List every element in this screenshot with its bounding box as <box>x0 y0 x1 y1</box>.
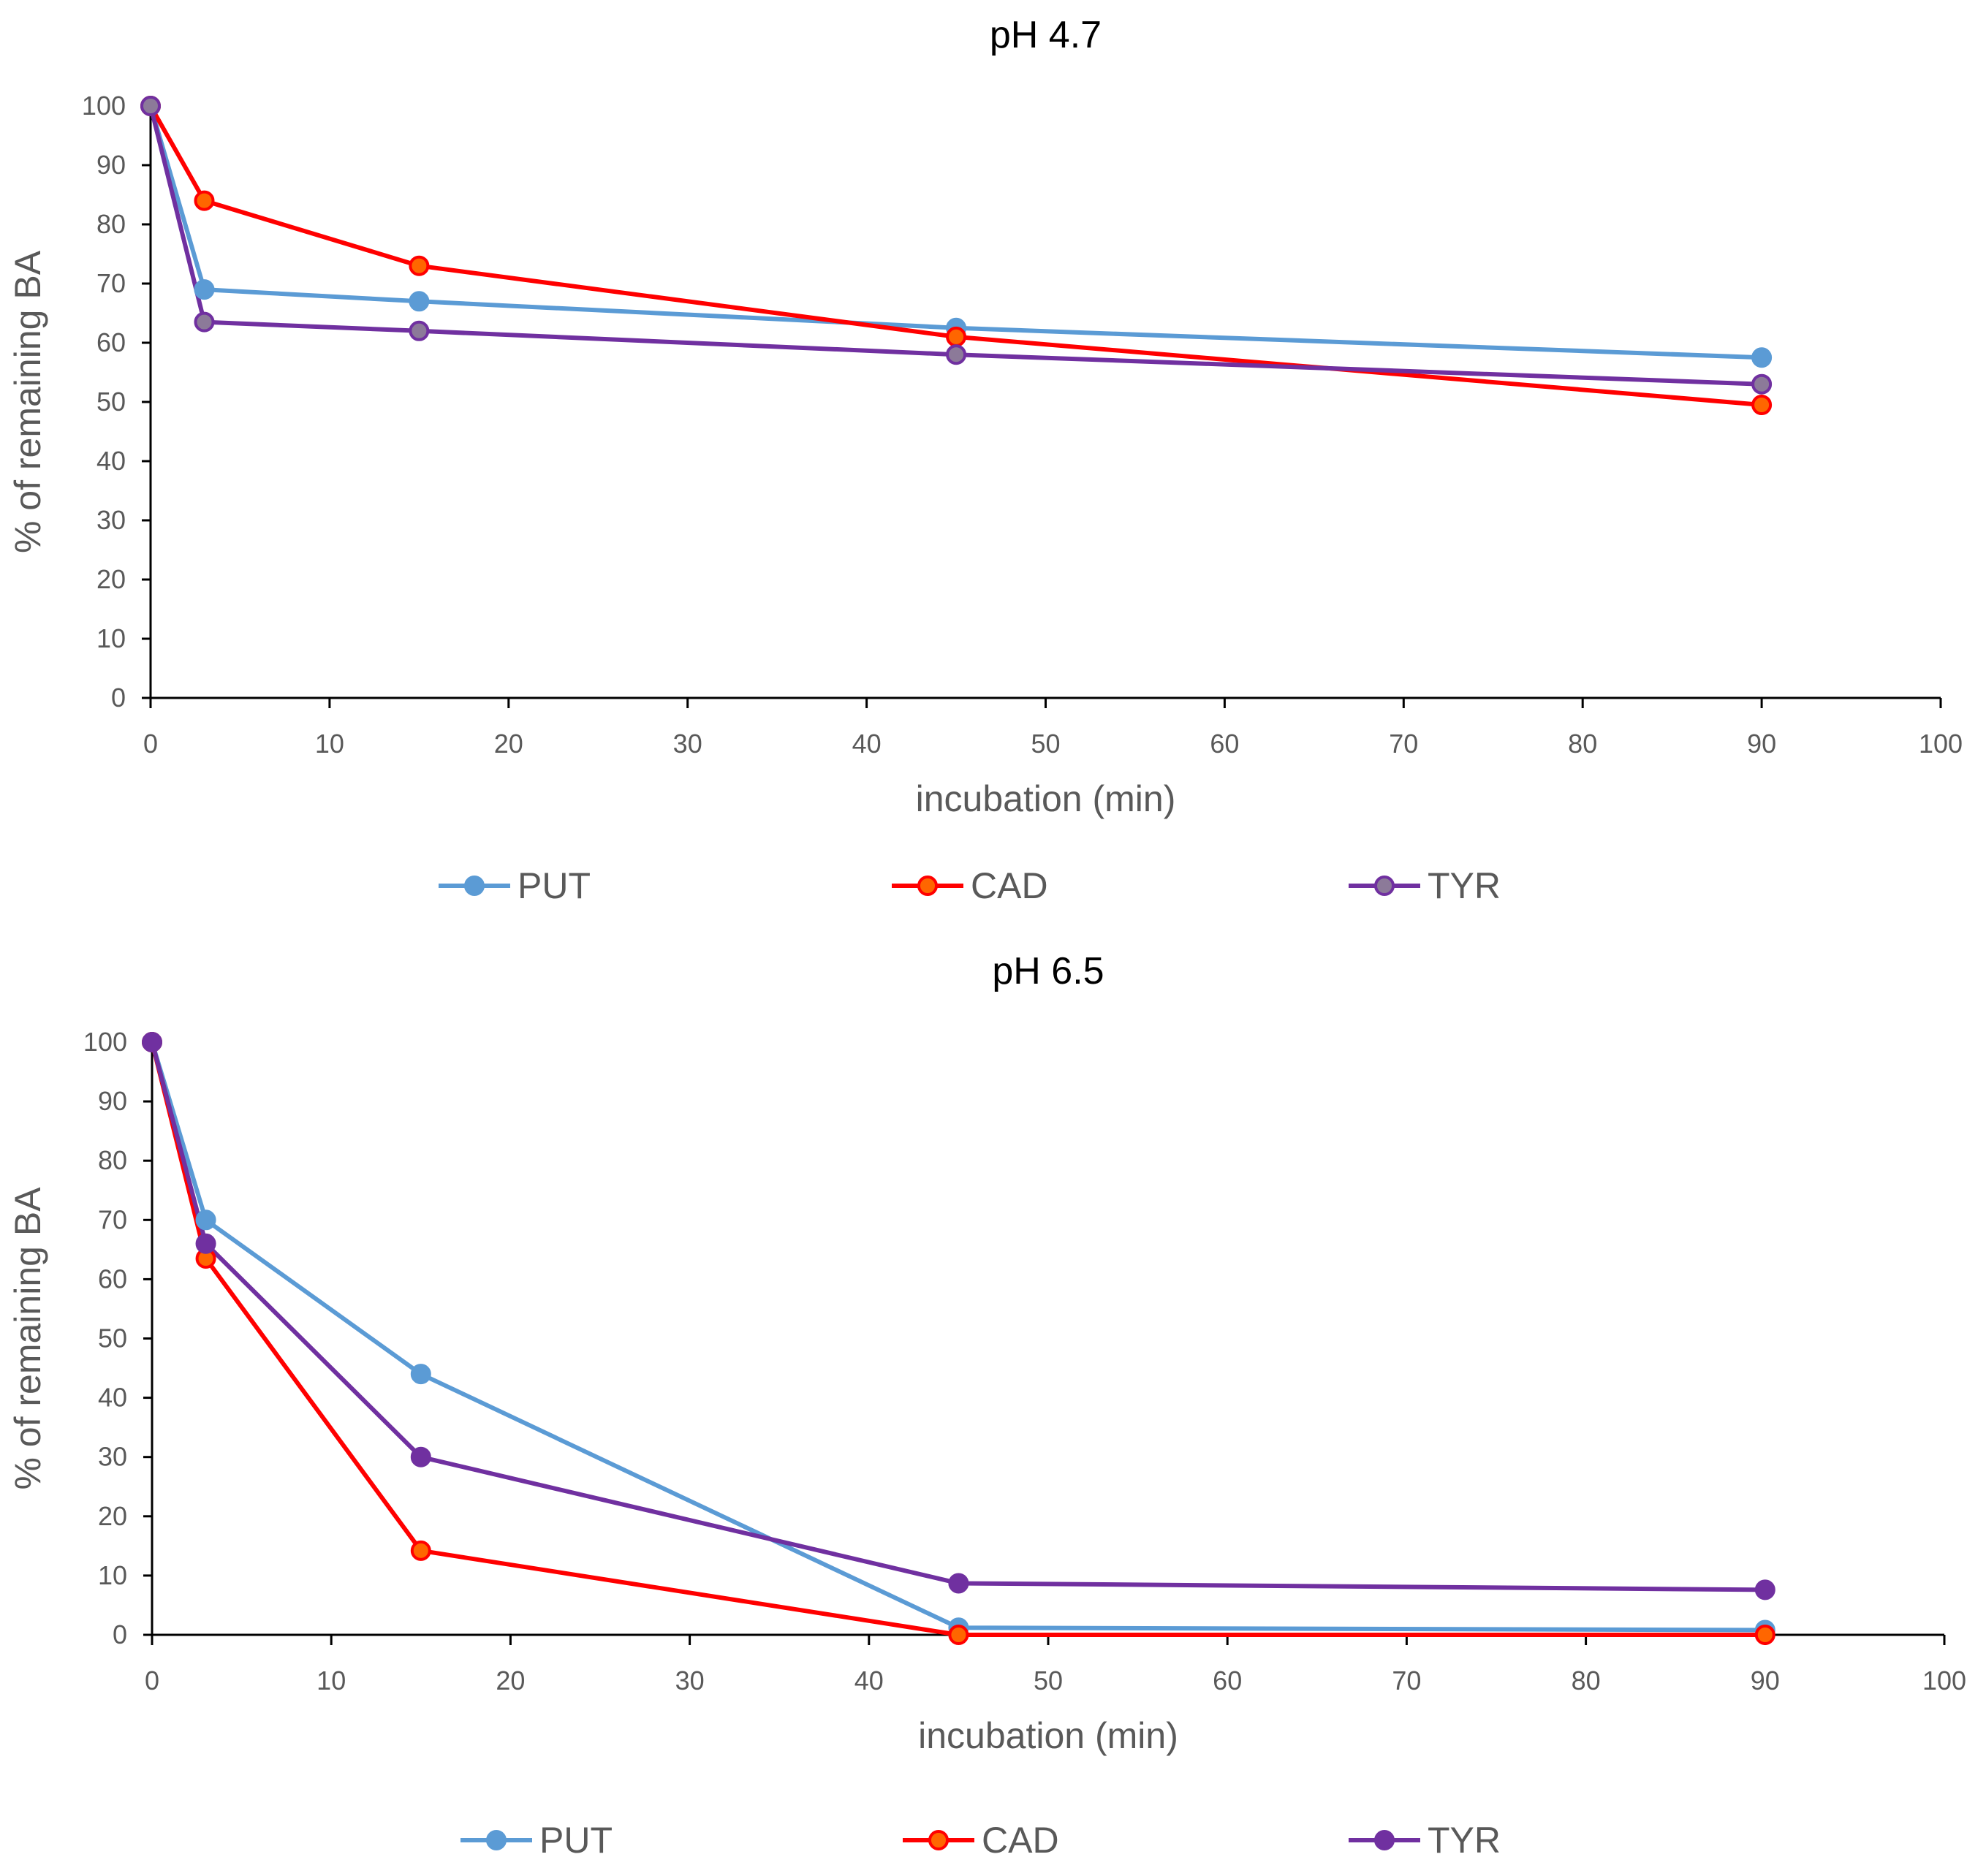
x-tick-label: 0 <box>143 729 158 759</box>
x-tick-label: 80 <box>1568 729 1597 759</box>
x-tick-label: 50 <box>1031 729 1060 759</box>
legend-swatch-marker <box>917 876 938 896</box>
y-tick-label: 40 <box>98 1383 127 1413</box>
x-tick-label: 30 <box>675 1666 705 1695</box>
y-axis-title: % of remaining BA <box>7 250 48 553</box>
y-tick-label: 0 <box>113 1619 127 1649</box>
data-point-cad <box>946 326 967 347</box>
data-point-put <box>1751 347 1773 368</box>
legend-item-cad: CAD <box>892 865 1048 906</box>
x-tick-label: 100 <box>1922 1666 1966 1695</box>
chart-title: pH 6.5 <box>992 950 1104 992</box>
x-tick-label: 20 <box>494 729 523 759</box>
data-point-cad <box>194 190 215 211</box>
x-axis-title: incubation (min) <box>916 778 1176 819</box>
data-point-tyr <box>140 96 161 116</box>
series-line-cad <box>150 1041 1765 1637</box>
y-tick-label: 50 <box>96 387 126 417</box>
chart-1: pH 4.7 0 10 20 30 40 50 60 70 80 90 100 0 10 20 30 40 50 6… <box>7 14 1963 906</box>
x-tick-label: 10 <box>317 1666 346 1695</box>
x-tick-label: 30 <box>673 729 702 759</box>
legend-item-put: PUT <box>461 1820 613 1861</box>
y-tick-label: 70 <box>98 1204 127 1234</box>
legend-label: TYR <box>1428 865 1501 906</box>
x-tick-label: 90 <box>1747 729 1776 759</box>
x-tick-label: 10 <box>315 729 344 759</box>
legend-item-tyr: TYR <box>1349 1820 1501 1861</box>
y-tick-label: 100 <box>83 1027 127 1057</box>
data-point-tyr <box>1754 1579 1775 1600</box>
legend-swatch-marker <box>464 876 485 896</box>
y-tick-label: 90 <box>96 150 126 180</box>
legend-label: CAD <box>982 1820 1059 1861</box>
x-tick-label: 90 <box>1751 1666 1780 1695</box>
y-tick-label: 70 <box>96 268 126 298</box>
x-tick-label: 40 <box>852 729 882 759</box>
data-point-put <box>194 279 215 300</box>
y-tick-label: 30 <box>98 1442 127 1472</box>
legend-label: PUT <box>539 1820 613 1861</box>
data-point-tyr <box>409 320 430 341</box>
legend-label: PUT <box>518 865 591 906</box>
series-line-put <box>150 1041 1765 1633</box>
x-tick-label: 60 <box>1213 1666 1242 1695</box>
chart-2: pH 6.5 0 10 20 30 40 50 60 70 80 90 100 0 10 20 30 40 50 6… <box>7 950 1966 1861</box>
x-tick-label: 0 <box>145 1666 159 1695</box>
data-point-tyr <box>1751 373 1773 395</box>
y-tick-label: 60 <box>96 327 126 357</box>
y-tick-label: 60 <box>98 1264 127 1294</box>
x-axis-title: incubation (min) <box>918 1715 1178 1756</box>
x-tick-label: 40 <box>854 1666 884 1695</box>
y-tick-label: 20 <box>96 564 126 594</box>
legend-swatch-marker <box>928 1830 949 1850</box>
data-point-put <box>409 291 430 312</box>
y-tick-label: 10 <box>98 1560 127 1590</box>
y-tick-label: 80 <box>96 209 126 239</box>
chart-title: pH 4.7 <box>990 14 1102 56</box>
y-tick-label: 40 <box>96 446 126 476</box>
x-tick-label: 80 <box>1572 1666 1601 1695</box>
data-point-cad <box>410 1540 431 1561</box>
y-tick-label: 90 <box>98 1086 127 1116</box>
x-tick-label: 60 <box>1210 729 1239 759</box>
y-tick-label: 20 <box>98 1501 127 1531</box>
legend-swatch-marker <box>486 1830 507 1850</box>
data-point-put <box>410 1364 431 1385</box>
data-point-tyr <box>948 1573 969 1594</box>
y-tick-label: 30 <box>96 505 126 535</box>
series-line-tyr <box>150 1041 1765 1592</box>
legend-item-cad: CAD <box>903 1820 1059 1861</box>
y-axis-title: % of remaining BA <box>7 1187 48 1490</box>
y-tick-label: 0 <box>111 683 126 713</box>
y-tick-label: 100 <box>82 91 126 121</box>
y-tick-label: 50 <box>98 1324 127 1353</box>
data-point-tyr <box>195 1233 216 1254</box>
x-tick-label: 70 <box>1389 729 1418 759</box>
x-tick-label: 50 <box>1034 1666 1063 1695</box>
data-point-cad <box>1751 395 1773 416</box>
data-point-tyr <box>410 1446 431 1467</box>
data-point-cad <box>409 255 430 276</box>
legend-swatch-marker <box>1374 876 1395 896</box>
x-tick-label: 20 <box>496 1666 525 1695</box>
legend-label: CAD <box>971 865 1048 906</box>
data-point-cad <box>948 1625 969 1645</box>
legend-item-put: PUT <box>439 865 591 906</box>
data-point-tyr <box>946 344 967 365</box>
data-point-tyr <box>194 311 215 333</box>
data-point-put <box>195 1209 216 1231</box>
x-tick-label: 100 <box>1919 729 1963 759</box>
y-tick-label: 80 <box>98 1145 127 1175</box>
legend-swatch-marker <box>1374 1830 1395 1850</box>
legend-item-tyr: TYR <box>1349 865 1501 906</box>
data-point-cad <box>1754 1625 1775 1645</box>
data-point-tyr <box>142 1032 162 1052</box>
x-tick-label: 70 <box>1392 1666 1421 1695</box>
legend-label: TYR <box>1428 1820 1501 1861</box>
y-tick-label: 10 <box>96 623 126 653</box>
